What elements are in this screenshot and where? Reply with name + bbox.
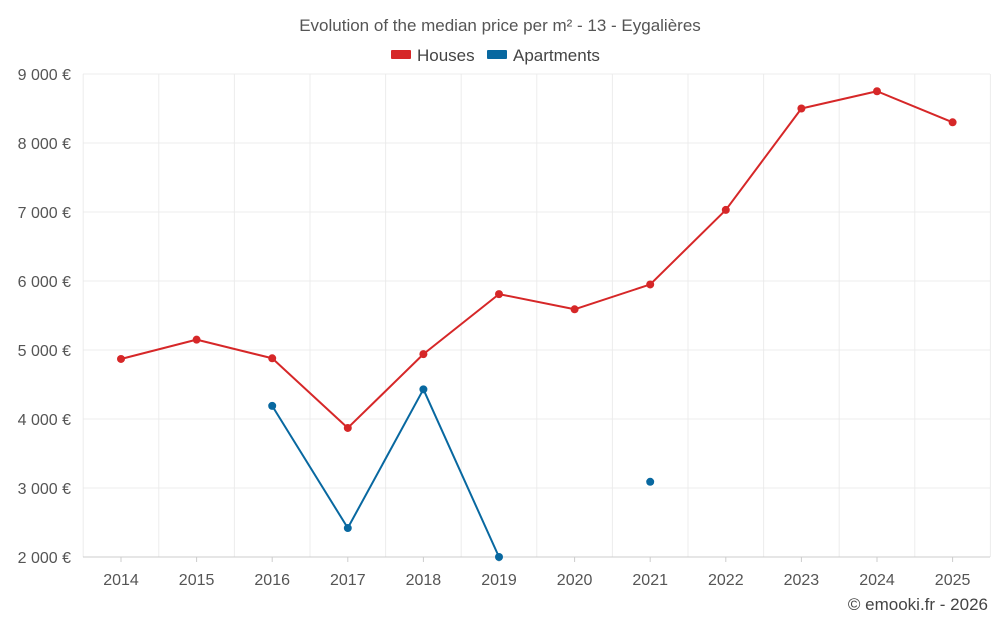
source-credit: © emooki.fr - 2026 bbox=[848, 595, 988, 614]
axes: 2 000 € 3 000 € 4 000 € 5 000 € 6 000 € 7 000… bbox=[18, 67, 990, 589]
data-point-apartments[interactable] bbox=[343, 524, 352, 533]
data-point-apartments[interactable] bbox=[419, 385, 428, 394]
data-point-houses[interactable] bbox=[873, 87, 881, 96]
x-tick-label: 2015 bbox=[179, 572, 215, 589]
legend-swatch-apartments bbox=[487, 50, 507, 59]
legend: Houses Apartments bbox=[391, 46, 600, 65]
y-tick-label: 7 000 € bbox=[18, 205, 71, 222]
chart-title: Evolution of the median price per m² - 1… bbox=[299, 16, 701, 35]
series-line-apartments bbox=[271, 388, 500, 558]
x-tick-label: 2019 bbox=[481, 572, 517, 589]
x-tick-label: 2024 bbox=[859, 572, 895, 589]
data-point-houses[interactable] bbox=[495, 290, 503, 299]
series-houses bbox=[117, 87, 957, 432]
data-point-houses[interactable] bbox=[268, 354, 277, 363]
data-point-houses[interactable] bbox=[721, 205, 730, 214]
data-point-apartments[interactable] bbox=[646, 477, 655, 486]
x-tick-label: 2020 bbox=[557, 572, 593, 589]
series-line-houses bbox=[120, 90, 953, 429]
y-tick-label: 6 000 € bbox=[18, 274, 71, 291]
series bbox=[117, 87, 957, 561]
y-tick-label: 3 000 € bbox=[18, 481, 71, 498]
x-tick-label: 2014 bbox=[103, 572, 139, 589]
data-point-houses[interactable] bbox=[797, 104, 806, 113]
y-tick-label: 4 000 € bbox=[18, 412, 71, 429]
grid bbox=[82, 73, 991, 557]
data-point-houses[interactable] bbox=[570, 305, 579, 314]
data-point-houses[interactable] bbox=[419, 350, 428, 359]
series-apartments bbox=[268, 385, 655, 561]
legend-swatch-houses bbox=[391, 50, 411, 59]
data-point-houses[interactable] bbox=[192, 335, 201, 344]
data-point-houses[interactable] bbox=[646, 280, 655, 289]
y-tick-label: 9 000 € bbox=[18, 67, 71, 84]
y-tick-label: 2 000 € bbox=[18, 550, 71, 567]
legend-item-apartments[interactable]: Apartments bbox=[487, 46, 600, 65]
x-tick-label: 2017 bbox=[330, 572, 366, 589]
legend-item-houses[interactable]: Houses bbox=[391, 46, 475, 65]
data-point-apartments[interactable] bbox=[268, 401, 277, 410]
legend-label-houses: Houses bbox=[417, 46, 475, 65]
legend-label-apartments: Apartments bbox=[513, 46, 600, 65]
data-point-houses[interactable] bbox=[343, 423, 352, 432]
y-tick-label: 5 000 € bbox=[18, 343, 71, 360]
x-tick-label: 2021 bbox=[632, 572, 668, 589]
x-tick-label: 2016 bbox=[254, 572, 290, 589]
x-tick-label: 2018 bbox=[406, 572, 442, 589]
x-tick-label: 2025 bbox=[935, 572, 971, 589]
data-point-houses[interactable] bbox=[948, 118, 957, 127]
x-tick-label: 2022 bbox=[708, 572, 744, 589]
y-tick-label: 8 000 € bbox=[18, 136, 71, 153]
x-tick-label: 2023 bbox=[784, 572, 820, 589]
data-point-houses[interactable] bbox=[117, 354, 125, 363]
data-point-apartments[interactable] bbox=[495, 553, 503, 561]
